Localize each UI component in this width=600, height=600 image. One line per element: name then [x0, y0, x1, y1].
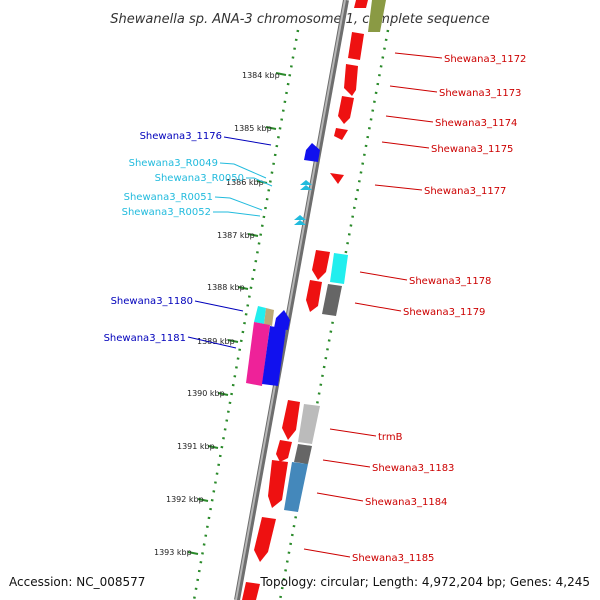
gene-arrow-1177	[330, 173, 344, 184]
gene-arrow-1174	[338, 96, 354, 124]
gene-arrow-1185	[254, 517, 276, 562]
gene-label: Shewana3_1181	[104, 333, 186, 344]
leader-r0050	[246, 177, 273, 187]
leader-1181	[187, 336, 237, 349]
gene-label: Shewana3_R0049	[129, 158, 218, 169]
tick-label: 1389 kbp	[197, 337, 235, 346]
leader-r0051	[214, 196, 263, 211]
topology-text: Topology: circular; Length: 4,972,204 bp…	[259, 575, 590, 589]
gene-block-1179	[322, 284, 342, 316]
gene-labels-left: Shewana3_1176 Shewana3_R0049 Shewana3_R0…	[104, 131, 244, 344]
gene-arrow-trmB-left	[282, 400, 300, 440]
map-title: Shewanella sp. ANA-3 chromosome 1, compl…	[110, 12, 489, 27]
gene-block-1184	[284, 462, 308, 512]
gene-arrow-1181	[262, 326, 286, 386]
leader-1176	[223, 136, 272, 146]
gene-label: Shewana3_1180	[111, 296, 193, 307]
gene-block-trmB	[298, 404, 320, 444]
tick-mark	[207, 445, 219, 449]
leader-1175	[381, 141, 430, 149]
gene-label: Shewana3_1174	[435, 118, 517, 129]
tick-label: 1386 kbp	[226, 178, 264, 187]
tick-mark	[247, 233, 259, 237]
rna-r0049	[300, 180, 312, 185]
gene-arrow-1172	[348, 32, 364, 60]
leader-1178	[359, 271, 408, 281]
tick-mark	[227, 339, 239, 343]
leader-1179	[354, 302, 402, 312]
gene-label: Shewana3_R0052	[122, 207, 211, 218]
tick-label: 1391 kbp	[177, 442, 215, 451]
inner-tick-track	[192, 29, 300, 600]
gene-label: Shewana3_1176	[140, 131, 222, 142]
gene-arrow-1173	[344, 64, 358, 96]
gene-label: Shewana3_1175	[431, 144, 513, 155]
gene-block-1178	[330, 253, 348, 284]
rna-r0052	[294, 220, 306, 225]
tick-label: 1384 kbp	[242, 71, 280, 80]
gene-arrow-bottom	[242, 582, 260, 600]
label-leader-lines	[187, 52, 443, 558]
gene-block-1180-cyan	[254, 306, 266, 324]
leader-1172	[394, 52, 443, 59]
backbone-highlight	[235, 0, 346, 600]
gene-arrow-1176	[304, 143, 320, 162]
gene-arrow-1180	[274, 310, 290, 330]
accession-text: Accession: NC_008577	[9, 575, 145, 589]
gene-block-1183	[294, 444, 312, 464]
tick-label: 1387 kbp	[217, 231, 255, 240]
gene-label: Shewana3_1184	[365, 497, 447, 508]
rna-r0050	[300, 185, 312, 190]
tick-mark	[217, 392, 229, 396]
gene-label: Shewana3_R0050	[155, 173, 244, 184]
gene-arrow-top	[354, 0, 368, 8]
leader-1180	[194, 300, 244, 312]
tick-track	[192, 29, 390, 600]
tick-mark	[197, 498, 209, 502]
gene-arrow-1178-left	[312, 250, 330, 280]
leader-1173	[389, 85, 438, 93]
gene-features	[242, 0, 386, 600]
gene-label: Shewana3_R0051	[124, 192, 213, 203]
gene-labels-right: Shewana3_1172 Shewana3_1173 Shewana3_117…	[352, 54, 526, 564]
gene-arrow-1184-left	[268, 460, 288, 508]
gene-arrow-1175	[334, 128, 348, 140]
kbp-tick-labels: 1384 kbp 1385 kbp 1386 kbp 1387 kbp 1388…	[154, 71, 280, 557]
tick-label: 1388 kbp	[207, 283, 245, 292]
leader-1177	[374, 184, 423, 191]
gene-label: Shewana3_1179	[403, 307, 485, 318]
tick-label: 1385 kbp	[234, 124, 272, 133]
leader-1184	[316, 492, 364, 502]
kbp-ticks	[187, 72, 287, 555]
rna-r0051	[294, 215, 306, 220]
gene-label: Shewana3_1185	[352, 553, 434, 564]
gene-arrow-1179-left	[306, 280, 322, 312]
tick-mark	[187, 551, 199, 555]
tick-mark	[275, 72, 287, 76]
tick-label: 1393 kbp	[154, 548, 192, 557]
leader-trmB	[329, 428, 377, 437]
gene-block-olive	[368, 0, 386, 32]
gene-label: Shewana3_1173	[439, 88, 521, 99]
tick-mark	[237, 286, 249, 290]
leader-r0049	[219, 162, 267, 179]
chromosome-backbone	[234, 0, 349, 600]
leader-1183	[322, 459, 371, 468]
tick-mark	[265, 126, 277, 130]
gene-arrow-1183-left	[276, 440, 292, 462]
gene-label: trmB	[378, 432, 403, 443]
leader-1185	[303, 548, 351, 558]
tick-label: 1390 kbp	[187, 389, 225, 398]
leader-r0052	[213, 211, 261, 217]
gene-label: Shewana3_1183	[372, 463, 454, 474]
gene-label: Shewana3_1172	[444, 54, 526, 65]
tick-label: 1392 kbp	[166, 495, 204, 504]
gene-label: Shewana3_1178	[409, 276, 491, 287]
gene-block-1180-tan	[264, 308, 274, 326]
leader-1174	[385, 115, 434, 123]
gene-label: Shewana3_1177	[424, 186, 506, 197]
